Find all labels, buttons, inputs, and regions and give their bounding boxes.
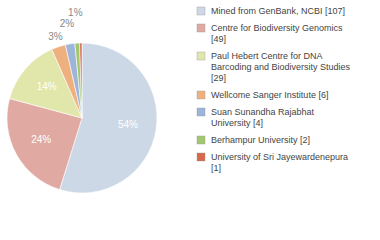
data-label: 2% [60,18,75,29]
legend-swatch [197,7,205,15]
legend: Mined from GenBank, NCBI [107] Centre for… [197,6,351,173]
data-label: 24% [31,134,51,145]
data-label: 54% [118,119,138,130]
data-label: 1% [68,7,83,18]
legend-swatch [197,24,205,32]
legend-entry: Mined from GenBank, NCBI [107] [211,6,345,16]
legend-entry: University of Sri Jayewardenepura[1] [211,152,348,173]
legend-swatch [197,136,205,144]
legend-swatch [197,52,205,60]
legend-swatch [197,91,205,99]
legend-swatch [197,108,205,116]
legend-entry: Berhampur University [2] [211,135,310,145]
legend-swatch [197,153,205,161]
legend-entry: Paul Hebert Centre for DNABarcoding and … [211,51,351,83]
data-label: 3% [48,31,63,42]
pie: 54% 24% 14% 3% 2%1% [7,7,157,193]
data-label: 14% [37,81,57,92]
pie-slice [80,43,82,118]
legend-entry: Centre for Biodiversity Genomics[49] [211,23,343,44]
pie-slice [75,43,82,118]
chart: 54% 24% 14% 3% 2%1% Mined from GenBank, NCBI … [0,0,380,240]
legend-entry: Wellcome Sanger Institute [6] [211,90,328,100]
legend-entry: Suan Sunandha RajabhatUniversity [4] [211,107,315,128]
pie-slice [65,43,82,118]
